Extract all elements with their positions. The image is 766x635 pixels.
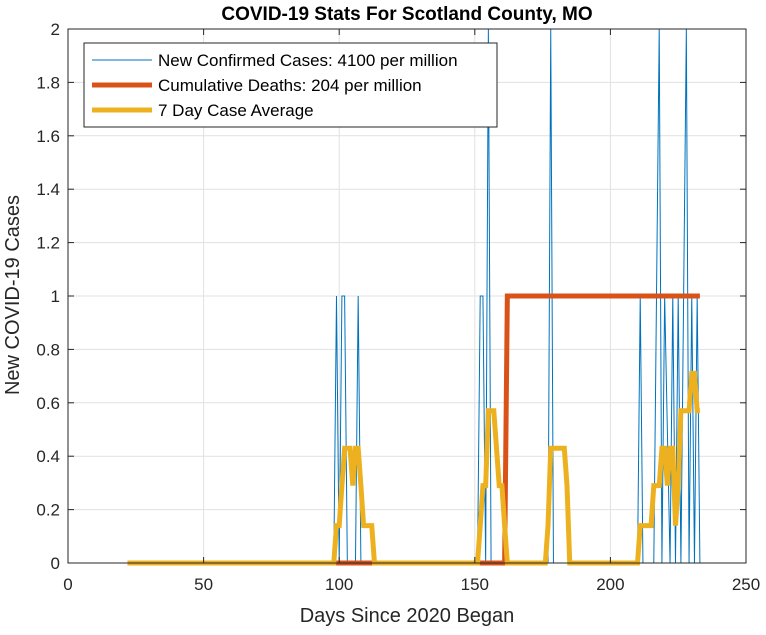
x-tick-label: 250	[732, 575, 760, 594]
chart-title: COVID-19 Stats For Scotland County, MO	[221, 4, 592, 25]
legend-entry-label: New Confirmed Cases: 4100 per million	[158, 51, 458, 70]
y-tick-label: 0.6	[36, 394, 60, 413]
legend-entry-label: 7 Day Case Average	[158, 101, 314, 120]
x-tick-label: 0	[63, 575, 72, 594]
y-tick-label: 2	[51, 20, 60, 39]
y-tick-label: 0.4	[36, 447, 60, 466]
y-tick-label: 1	[51, 287, 60, 306]
y-tick-label: 1.6	[36, 127, 60, 146]
x-tick-label: 200	[596, 575, 624, 594]
y-tick-label: 0	[51, 554, 60, 573]
y-axis-label: New COVID-19 Cases	[2, 195, 24, 395]
y-tick-label: 1.4	[36, 180, 60, 199]
x-tick-label: 50	[194, 575, 213, 594]
y-tick-label: 1.2	[36, 234, 60, 253]
y-tick-label: 0.8	[36, 340, 60, 359]
y-tick-label: 1.8	[36, 73, 60, 92]
x-tick-label: 100	[325, 575, 353, 594]
x-tick-label: 150	[461, 575, 489, 594]
x-axis-label: Days Since 2020 Began	[300, 605, 515, 627]
legend-entry-label: Cumulative Deaths: 204 per million	[158, 76, 422, 95]
legend-box	[83, 42, 498, 128]
y-tick-label: 0.2	[36, 501, 60, 520]
